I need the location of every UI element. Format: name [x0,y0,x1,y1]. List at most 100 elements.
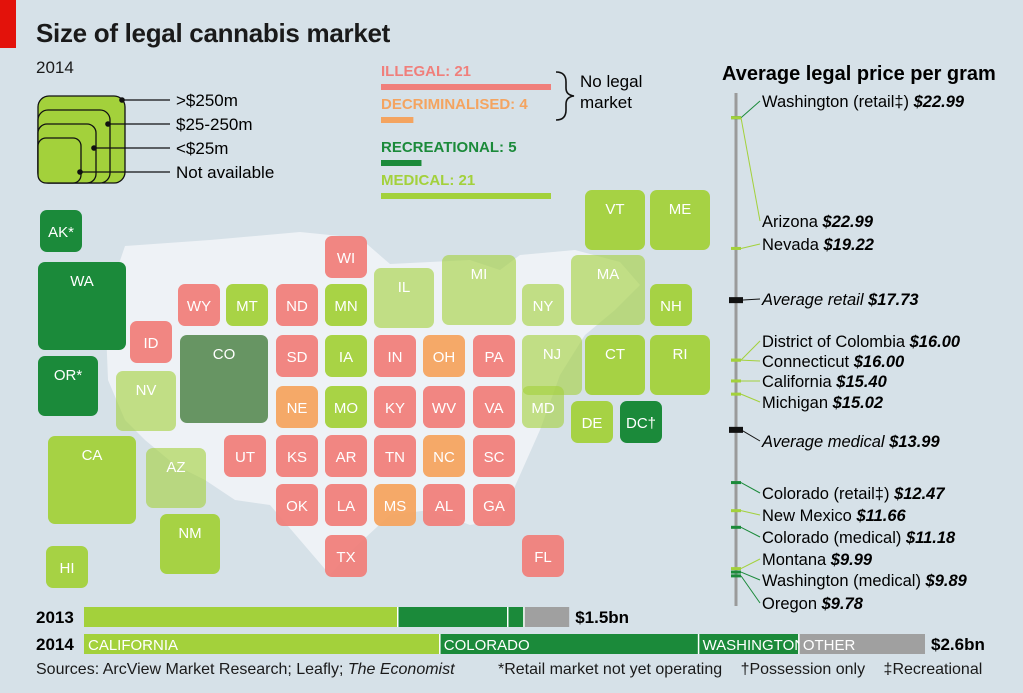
state-tile-nh [650,284,692,326]
state-tile-ny [522,284,564,326]
size-legend-dot [105,121,111,127]
price-name: Michigan [762,394,833,412]
price-value: $9.78 [821,595,864,613]
price-label-oregon: Oregon $9.78 [762,595,864,613]
state-tile-wy [178,284,220,326]
state-label-oh: OH [433,349,456,366]
state-label-sd: SD [287,349,308,366]
sources-italic: The Economist [347,661,455,678]
price-mark-colorado-retail [731,481,741,485]
price-label-district-of-colombia: District of Colombia $16.00 [762,333,961,351]
state-tile-wa [38,262,126,350]
price-mark-michigan [731,392,741,396]
state-tile-wi [325,236,367,278]
price-leader-washington-medical [740,571,761,581]
state-label-in: IN [388,349,403,366]
state-tile-vt [585,190,645,250]
state-label-nj: NJ [543,346,561,363]
state-label-ak: AK* [48,224,74,241]
price-mark-arizona [731,116,741,120]
state-tile-al [423,484,465,526]
state-tile-nm [160,514,220,574]
price-leader-arizona [740,117,761,222]
price-name: Connecticut [762,353,854,371]
price-label-nevada: Nevada $19.22 [762,236,874,254]
state-tile-tn [374,435,416,477]
state-tile-md [522,386,564,428]
footnotes: *Retail market not yet operating †Posses… [498,661,996,679]
bar-segment-label-other: OTHER [803,637,856,654]
state-label-la: LA [337,498,355,515]
price-leader-new-mexico [740,510,761,516]
accent-bar [0,0,16,48]
price-value: $22.99 [822,213,874,231]
price-mark-nevada [731,246,741,250]
state-tile-ct [585,335,645,395]
state-tile-il [374,268,434,328]
state-label-sc: SC [484,449,505,466]
state-label-ga: GA [483,498,505,515]
bar-segment-2014-colorado [439,634,699,654]
price-value: $16.00 [853,353,905,371]
price-leader-nevada [740,243,761,249]
state-tile-az [146,448,206,508]
bar-segment-2013-1 [397,607,508,627]
price-name: Colorado (medical) [762,529,906,547]
price-mark-california [731,379,741,383]
state-label-hi: HI [60,560,75,577]
price-value: $9.89 [925,572,968,590]
state-label-ca: CA [82,447,103,464]
price-mark-average-retail [729,297,743,304]
footnote-possession: †Possession only [740,661,866,678]
state-label-dc: DC† [626,415,656,432]
price-label-connecticut: Connecticut $16.00 [762,353,905,371]
price-label-michigan: Michigan $15.02 [762,394,883,412]
state-label-ks: KS [287,449,307,466]
state-label-wa: WA [70,273,94,290]
state-label-wi: WI [337,250,355,267]
bar-segment-2013-3 [523,607,570,627]
price-name: New Mexico [762,507,856,525]
price-name: Washington (retail‡) [762,93,914,111]
price-mark-colorado-medical [731,525,741,529]
state-tile-mo [325,386,367,428]
state-label-mt: MT [236,298,258,315]
footnote-retail: *Retail market not yet operating [498,661,723,678]
state-label-nc: NC [433,449,455,466]
state-label-ut: UT [235,449,255,466]
price-label-new-mexico: New Mexico $11.66 [762,507,907,525]
state-tile-co [180,335,268,423]
status-legend-label-decriminalised: DECRIMINALISED: 4 [381,96,528,113]
bar-segment-2013-2 [507,607,524,627]
state-tile-nj [522,335,582,395]
price-label-colorado-retail: Colorado (retail‡) $12.47 [762,485,945,503]
state-tile-oh [423,335,465,377]
state-tile-ma [571,255,645,325]
price-leader-connecticut [740,359,761,362]
state-label-il: IL [398,279,411,296]
state-tile-id [130,321,172,363]
state-tile-ri [650,335,710,395]
price-mark-connecticut [731,358,741,362]
state-tile-nv [116,371,176,431]
state-tile-sd [276,335,318,377]
state-label-id: ID [144,335,159,352]
chart-subtitle: 2014 [36,58,74,77]
state-tile-hi [46,546,88,588]
state-tile-pa [473,335,515,377]
price-value: $11.66 [855,507,906,525]
price-mark-new-mexico [731,509,741,513]
state-tile-ar [325,435,367,477]
price-leader-oregon [740,575,761,604]
state-tile-ak [40,210,82,252]
price-name: Arizona [762,213,823,231]
brace-label-line2: market [580,93,632,112]
price-value: $12.47 [893,485,945,503]
price-label-average-retail: Average retail $17.73 [761,291,919,309]
state-label-or: OR* [54,367,83,384]
bar-year-2014: 2014 [36,635,74,654]
state-tile-grid: AK* WA OR* CA HI ID NV AZ NM WY MT CO UT WI ND MN IL MI NY… [38,190,710,588]
state-tile-nd [276,284,318,326]
status-legend-label-recreational: RECREATIONAL: 5 [381,139,517,156]
